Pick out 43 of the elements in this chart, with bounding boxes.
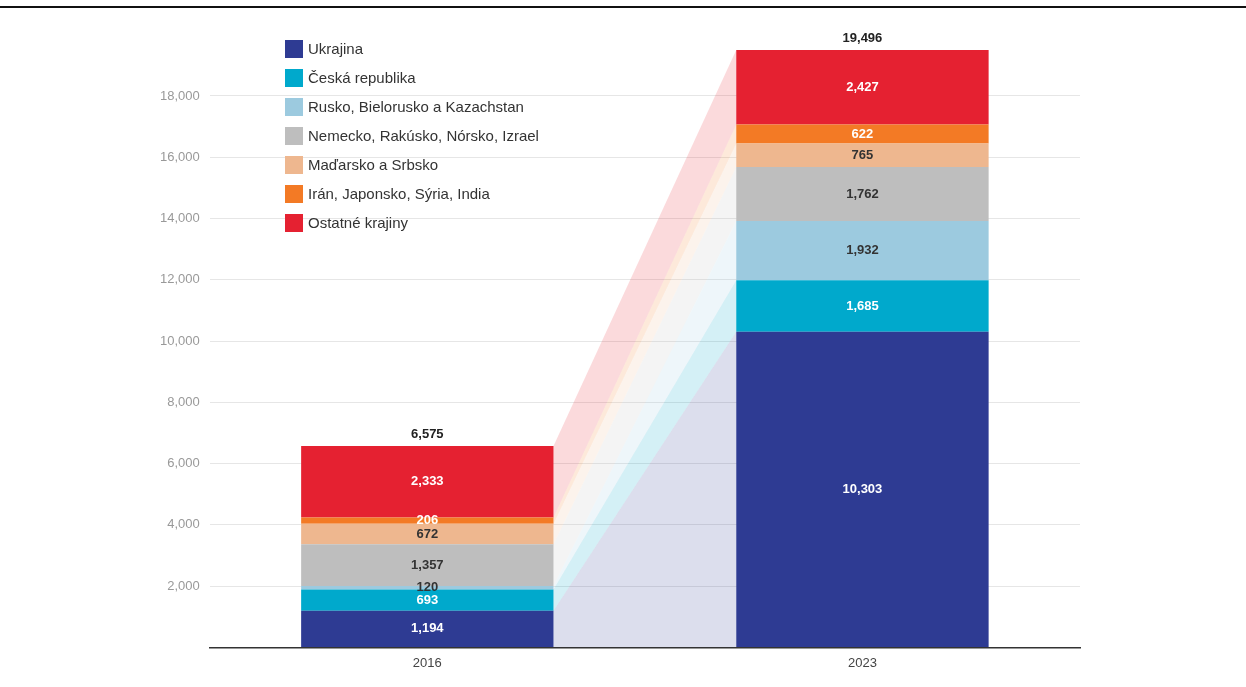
data-label: 765 <box>851 146 874 162</box>
data-label: 622 <box>851 125 874 141</box>
y-tick-label: 18,000 <box>160 87 200 103</box>
y-tick-label: 4,000 <box>167 516 200 532</box>
data-label: 1,762 <box>846 185 879 201</box>
bar <box>736 143 989 167</box>
data-label: 2,427 <box>846 78 879 94</box>
bar <box>301 523 554 545</box>
data-label: 1,194 <box>411 620 445 636</box>
bar <box>736 124 989 144</box>
total-label: 6,575 <box>411 425 444 441</box>
legend-label: Česká republika <box>308 69 416 86</box>
bar <box>301 589 554 611</box>
y-tick-label: 16,000 <box>160 148 200 164</box>
y-tick-label: 10,000 <box>160 332 200 348</box>
y-tick-label: 14,000 <box>160 210 200 226</box>
legend-label: Rusko, Bielorusko a Kazachstan <box>308 98 524 115</box>
total-label: 19,496 <box>842 29 883 45</box>
data-label: 693 <box>416 591 439 607</box>
bar <box>736 220 989 281</box>
y-tick-label: 6,000 <box>167 455 200 471</box>
bar <box>736 280 989 332</box>
bar <box>301 610 554 647</box>
data-label: 1,357 <box>411 556 444 572</box>
x-tick-label: 2023 <box>847 654 877 670</box>
legend-label: Ostatné krajiny <box>308 214 409 231</box>
data-label: 206 <box>416 512 439 528</box>
legend-label: Ukrajina <box>308 40 364 57</box>
x-tick-label: 2016 <box>412 654 442 670</box>
bar <box>301 517 554 524</box>
bar <box>736 50 989 125</box>
y-tick-label: 12,000 <box>160 271 200 287</box>
data-label: 1,685 <box>846 297 879 313</box>
legend-label: Maďarsko a Srbsko <box>308 156 439 173</box>
data-label: 672 <box>416 525 439 541</box>
data-label: 1,932 <box>846 242 879 258</box>
y-tick-label: 8,000 <box>167 393 200 409</box>
data-label: 2,333 <box>411 473 444 489</box>
bar <box>736 166 989 221</box>
data-label: 10,303 <box>842 480 883 496</box>
legend-label: Irán, Japonsko, Sýria, India <box>308 185 490 202</box>
y-tick-label: 2,000 <box>167 577 200 593</box>
legend-label: Nemecko, Rakúsko, Nórsko, Izrael <box>308 127 539 144</box>
